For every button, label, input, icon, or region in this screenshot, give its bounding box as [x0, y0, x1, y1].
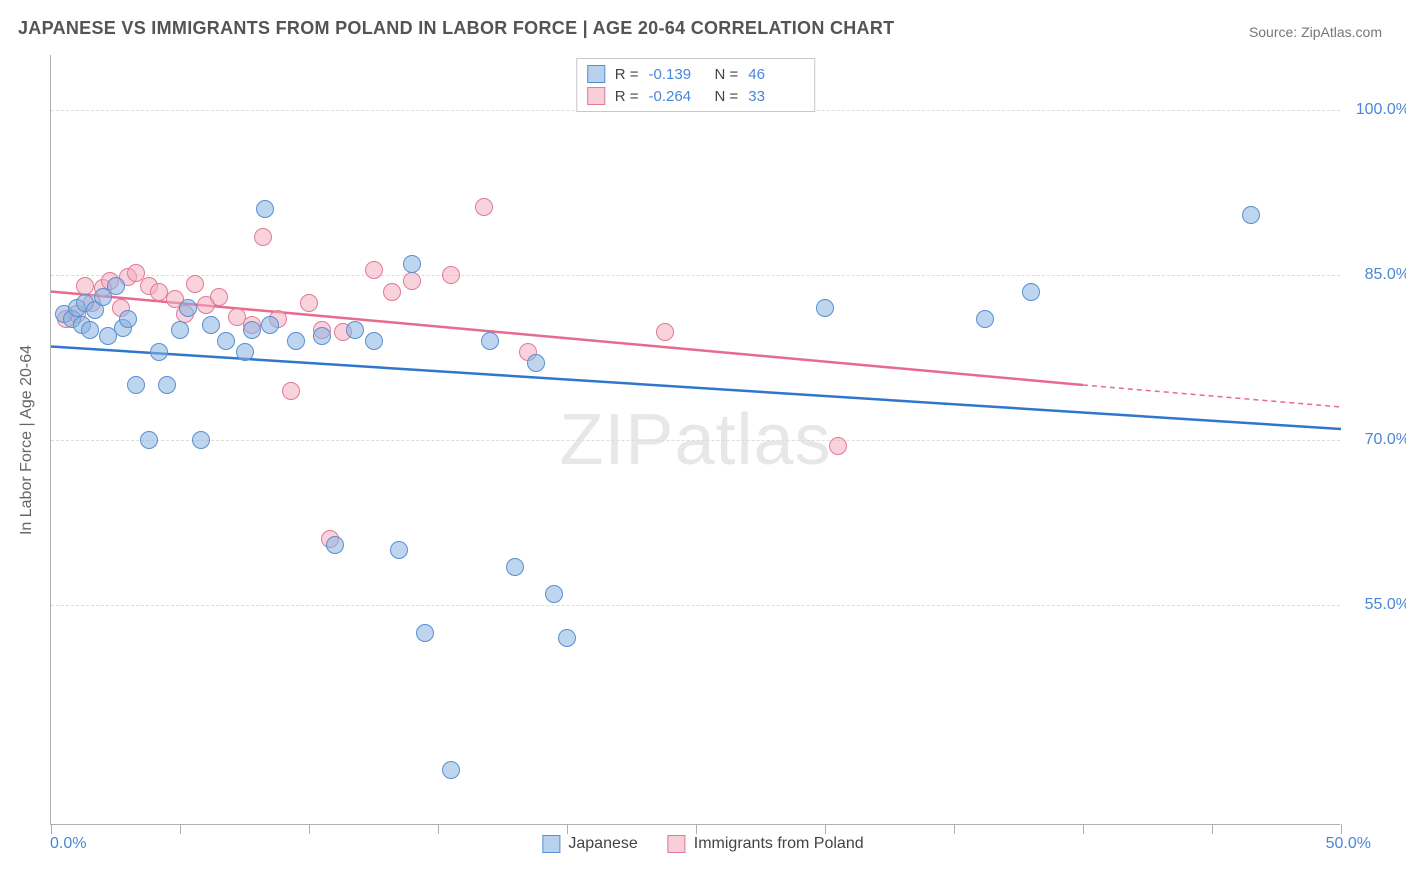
- scatter-point-blue: [1242, 206, 1260, 224]
- scatter-point-blue: [171, 321, 189, 339]
- x-tick: [954, 824, 955, 834]
- scatter-point-blue: [261, 316, 279, 334]
- swatch-pink-icon: [587, 87, 605, 105]
- legend-label-1: Japanese: [568, 835, 637, 853]
- x-tick: [51, 824, 52, 834]
- stats-legend-box: R = -0.139 N = 46 R = -0.264 N = 33: [576, 58, 816, 112]
- x-tick: [1212, 824, 1213, 834]
- scatter-point-blue: [127, 376, 145, 394]
- x-tick: [180, 824, 181, 834]
- scatter-point-blue: [217, 332, 235, 350]
- x-tick: [438, 824, 439, 834]
- stat-r-value-2: -0.264: [649, 88, 705, 105]
- y-tick-label: 55.0%: [1365, 596, 1406, 614]
- legend-item-2: Immigrants from Poland: [668, 835, 864, 853]
- y-tick-label: 100.0%: [1356, 101, 1406, 119]
- scatter-point-pink: [383, 283, 401, 301]
- scatter-point-blue: [1022, 283, 1040, 301]
- scatter-point-blue: [243, 321, 261, 339]
- swatch-pink-icon: [668, 835, 686, 853]
- x-axis-min-label: 0.0%: [50, 835, 86, 853]
- scatter-point-pink: [186, 275, 204, 293]
- x-tick: [567, 824, 568, 834]
- scatter-point-blue: [481, 332, 499, 350]
- x-tick: [309, 824, 310, 834]
- scatter-point-pink: [475, 198, 493, 216]
- scatter-point-blue: [976, 310, 994, 328]
- scatter-point-blue: [236, 343, 254, 361]
- scatter-point-pink: [254, 228, 272, 246]
- stat-n-label: N =: [715, 66, 739, 83]
- scatter-point-blue: [545, 585, 563, 603]
- legend-item-1: Japanese: [542, 835, 637, 853]
- stats-row-2: R = -0.264 N = 33: [587, 85, 805, 107]
- scatter-point-blue: [527, 354, 545, 372]
- scatter-point-pink: [403, 272, 421, 290]
- scatter-point-blue: [119, 310, 137, 328]
- swatch-blue-icon: [587, 65, 605, 83]
- stat-r-label: R =: [615, 66, 639, 83]
- scatter-point-pink: [300, 294, 318, 312]
- swatch-blue-icon: [542, 835, 560, 853]
- scatter-point-pink: [829, 437, 847, 455]
- stat-r-label: R =: [615, 88, 639, 105]
- scatter-point-pink: [365, 261, 383, 279]
- scatter-point-pink: [442, 266, 460, 284]
- scatter-point-blue: [365, 332, 383, 350]
- scatter-point-blue: [140, 431, 158, 449]
- x-tick: [825, 824, 826, 834]
- scatter-point-pink: [656, 323, 674, 341]
- scatter-point-blue: [403, 255, 421, 273]
- scatter-point-blue: [326, 536, 344, 554]
- stats-row-1: R = -0.139 N = 46: [587, 63, 805, 85]
- legend-label-2: Immigrants from Poland: [694, 835, 864, 853]
- source-attribution: Source: ZipAtlas.com: [1249, 24, 1382, 40]
- y-axis-title: In Labor Force | Age 20-64: [18, 345, 36, 535]
- scatter-point-pink: [76, 277, 94, 295]
- stat-n-value-1: 46: [748, 66, 804, 83]
- trend-lines-svg: [51, 55, 1340, 824]
- scatter-point-pink: [282, 382, 300, 400]
- scatter-point-blue: [150, 343, 168, 361]
- series-legend: Japanese Immigrants from Poland: [542, 835, 863, 853]
- scatter-point-pink: [210, 288, 228, 306]
- stat-n-label: N =: [715, 88, 739, 105]
- scatter-point-blue: [107, 277, 125, 295]
- scatter-point-blue: [192, 431, 210, 449]
- scatter-point-blue: [816, 299, 834, 317]
- scatter-point-blue: [390, 541, 408, 559]
- x-axis-max-label: 50.0%: [1326, 835, 1371, 853]
- y-tick-label: 70.0%: [1365, 431, 1406, 449]
- x-tick: [1341, 824, 1342, 834]
- scatter-point-blue: [81, 321, 99, 339]
- scatter-point-blue: [202, 316, 220, 334]
- y-tick-label: 85.0%: [1365, 266, 1406, 284]
- scatter-point-blue: [179, 299, 197, 317]
- trend-line-pink-dashed: [1083, 385, 1341, 407]
- chart-plot-area: ZIPatlas 55.0%70.0%85.0%100.0% R = -0.13…: [50, 55, 1340, 825]
- scatter-point-blue: [416, 624, 434, 642]
- chart-title: JAPANESE VS IMMIGRANTS FROM POLAND IN LA…: [18, 18, 894, 39]
- scatter-point-blue: [313, 327, 331, 345]
- scatter-point-blue: [287, 332, 305, 350]
- scatter-point-blue: [346, 321, 364, 339]
- scatter-point-blue: [158, 376, 176, 394]
- x-tick: [696, 824, 697, 834]
- scatter-point-blue: [256, 200, 274, 218]
- stat-n-value-2: 33: [748, 88, 804, 105]
- x-tick: [1083, 824, 1084, 834]
- scatter-point-blue: [442, 761, 460, 779]
- stat-r-value-1: -0.139: [649, 66, 705, 83]
- scatter-point-blue: [506, 558, 524, 576]
- scatter-point-blue: [558, 629, 576, 647]
